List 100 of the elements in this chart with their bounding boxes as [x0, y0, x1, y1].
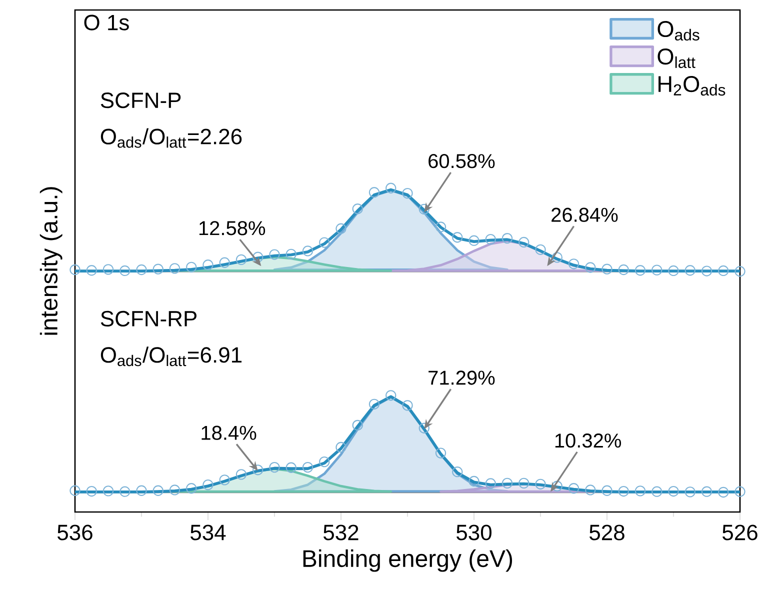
point — [435, 448, 446, 458]
point — [552, 480, 562, 492]
point — [202, 479, 214, 490]
point — [70, 485, 80, 496]
point — [169, 263, 180, 274]
point — [502, 232, 513, 244]
point — [468, 476, 480, 487]
point — [634, 265, 646, 276]
point — [319, 456, 330, 468]
point — [368, 398, 380, 410]
point — [219, 257, 230, 268]
point — [602, 264, 612, 274]
point — [102, 264, 114, 275]
point — [552, 252, 562, 263]
point — [136, 264, 147, 276]
point — [152, 264, 164, 274]
x-tick-label: 526 — [722, 524, 758, 540]
legend-label: O$_{ads}$ — [658, 20, 700, 41]
point — [701, 266, 712, 276]
point — [468, 235, 480, 246]
point — [70, 264, 80, 276]
text: O$_{ads}$/O$_{latt}$=2.26 — [100, 128, 242, 148]
point — [402, 400, 413, 411]
point — [435, 222, 446, 232]
x-axis-title: Binding energy (eV) — [303, 549, 512, 572]
point — [568, 258, 580, 270]
point — [585, 484, 596, 496]
point — [618, 264, 629, 276]
point — [319, 237, 330, 248]
annotation: 12.58% — [199, 221, 266, 236]
point — [568, 483, 580, 494]
point — [269, 462, 280, 473]
point — [485, 234, 496, 245]
point — [302, 462, 314, 473]
x-tick-label: 530 — [456, 524, 492, 540]
point — [252, 464, 264, 476]
point — [585, 262, 596, 273]
legend-label: O$_{latt}$ — [658, 48, 696, 68]
x-tick-label: 536 — [58, 524, 92, 540]
point — [718, 486, 729, 498]
point — [734, 266, 746, 277]
point — [618, 486, 629, 497]
point — [418, 422, 430, 434]
point — [236, 254, 247, 266]
point — [668, 486, 679, 497]
point — [286, 462, 296, 473]
text: SCFN-P — [100, 92, 181, 108]
point — [485, 478, 496, 489]
point — [352, 204, 363, 214]
point — [668, 265, 679, 276]
point — [684, 486, 696, 498]
point — [186, 483, 197, 494]
annotation: 60.58% — [428, 154, 495, 168]
annotation: 71.29% — [428, 370, 495, 385]
x-tick-label: 528 — [590, 524, 624, 540]
point — [302, 246, 314, 256]
point — [652, 264, 662, 276]
point — [186, 262, 197, 272]
point — [352, 420, 363, 431]
point — [452, 466, 463, 478]
annotation: SCFN-RP — [100, 310, 196, 327]
point — [652, 486, 662, 497]
point — [202, 260, 214, 270]
point — [418, 204, 430, 215]
x-tick-label: 534 — [190, 524, 226, 540]
point — [386, 182, 396, 194]
point — [602, 485, 612, 496]
point — [734, 486, 746, 497]
point — [518, 236, 530, 248]
point — [718, 265, 729, 276]
annotation: 18.4% — [202, 426, 256, 440]
point — [452, 232, 463, 243]
point — [136, 485, 147, 496]
point — [518, 478, 530, 489]
point — [120, 486, 130, 497]
annotation: O$_{ads}$/O$_{latt}$=6.91 — [100, 346, 242, 366]
point — [236, 469, 247, 480]
point — [368, 187, 380, 198]
point — [684, 265, 696, 276]
text: O 1s — [84, 14, 129, 30]
point — [102, 486, 114, 496]
annotation: 10.32% — [555, 433, 621, 448]
point — [86, 265, 97, 276]
annotation: 26.84% — [552, 208, 618, 222]
point — [535, 478, 546, 490]
point — [219, 474, 230, 486]
point — [502, 478, 513, 489]
point — [286, 248, 296, 260]
point — [336, 223, 346, 234]
point — [402, 188, 413, 199]
y-axis-title: intensity (a.u.) — [40, 187, 62, 335]
point — [535, 244, 546, 255]
point — [86, 486, 97, 497]
point — [169, 484, 180, 496]
point — [634, 486, 646, 496]
legend-label: H$_{2}$O$_{ads}$ — [658, 76, 726, 96]
point — [120, 265, 130, 276]
point — [252, 252, 264, 262]
point — [269, 249, 280, 260]
point — [336, 442, 346, 453]
